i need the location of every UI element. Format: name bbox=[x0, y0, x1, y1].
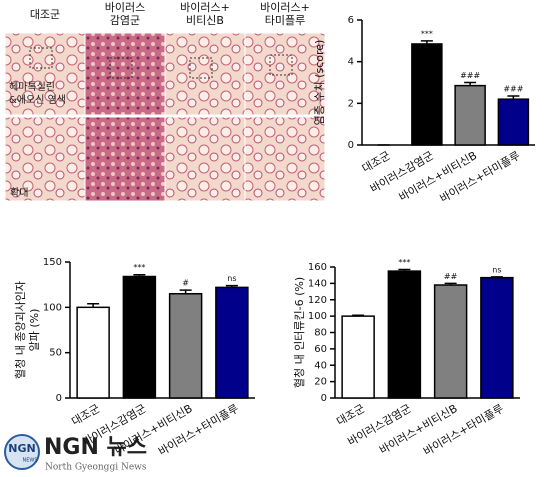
y-tick-label: 120 bbox=[308, 295, 327, 306]
significance-label: # bbox=[182, 279, 189, 288]
error-bar bbox=[507, 95, 520, 100]
stain-label: 헤마톡실린 &에오신 염색 bbox=[9, 81, 66, 106]
significance-label: *** bbox=[398, 258, 410, 267]
micrograph bbox=[164, 32, 246, 116]
y-tick-label: 4 bbox=[348, 57, 354, 68]
significance-label: ### bbox=[460, 71, 480, 80]
x-tick-label: 바이러스+타미플루 bbox=[421, 402, 506, 458]
micrograph bbox=[84, 116, 166, 202]
significance-label: *** bbox=[133, 263, 145, 272]
column-label: 바이러스+ 타미플루 bbox=[260, 1, 310, 27]
logo-mark-sub: NEWS bbox=[22, 458, 37, 464]
significance-label: ns bbox=[227, 274, 236, 283]
y-tick-label: 6 bbox=[348, 15, 354, 26]
error-bar bbox=[490, 276, 503, 278]
x-tick-label: 바이러스+비티신B bbox=[112, 402, 194, 457]
micrograph bbox=[4, 32, 86, 116]
y-axis-label: 혈청 내 인터류킨-6 (%) bbox=[292, 277, 306, 388]
y-axis-label: 염증 수치 (score) bbox=[313, 40, 326, 126]
error-bar bbox=[179, 289, 192, 294]
y-tick-label: 140 bbox=[308, 278, 327, 289]
micrograph bbox=[4, 116, 86, 202]
significance-label: ## bbox=[444, 272, 458, 281]
bar bbox=[433, 284, 468, 399]
x-tick-label: 대조군 bbox=[360, 149, 393, 175]
logo-name: NGN 뉴스 bbox=[44, 435, 147, 460]
bar bbox=[480, 276, 514, 399]
x-tick-label: 대조군 bbox=[334, 402, 367, 428]
micrographs bbox=[4, 32, 326, 202]
zoom-label: 확대 bbox=[10, 187, 28, 199]
y-tick-label: 100 bbox=[43, 302, 62, 313]
significance-label: *** bbox=[421, 29, 433, 38]
micrograph bbox=[164, 116, 246, 202]
micrograph bbox=[244, 116, 326, 202]
logo-mark: NGN bbox=[8, 442, 35, 455]
zoom-box bbox=[189, 57, 213, 79]
y-tick-label: 160 bbox=[308, 262, 327, 273]
column-label: 대조군 bbox=[30, 8, 60, 21]
y-axis-label: 알파 (%) bbox=[27, 309, 41, 352]
zoom-box bbox=[109, 57, 133, 79]
y-tick-label: 0 bbox=[56, 393, 62, 404]
y-tick-label: 150 bbox=[43, 257, 62, 268]
error-bar bbox=[352, 314, 365, 317]
y-axis-label: 혈청 내 종양괴사인자 bbox=[13, 281, 27, 379]
bar bbox=[387, 270, 422, 399]
y-tick-label: 60 bbox=[314, 344, 327, 355]
x-tick-label: 바이러스+비티신B bbox=[377, 402, 459, 457]
error-bar bbox=[444, 282, 457, 286]
error-bar bbox=[87, 302, 100, 308]
y-tick-label: 40 bbox=[314, 360, 327, 371]
significance-label: ns bbox=[492, 265, 501, 274]
error-bar bbox=[420, 40, 433, 44]
y-tick-label: 0 bbox=[348, 140, 354, 151]
x-tick-label: 바이러스+타미플루 bbox=[156, 402, 241, 458]
bar bbox=[122, 275, 157, 399]
bar bbox=[168, 292, 203, 399]
zoom-box bbox=[29, 47, 53, 69]
y-tick-label: 100 bbox=[308, 311, 327, 322]
x-tick-label: 바이러스+타미플루 bbox=[438, 149, 523, 205]
significance-label: ### bbox=[503, 85, 523, 94]
bar bbox=[341, 315, 375, 399]
micrograph bbox=[244, 32, 326, 116]
logo-subtitle: North Gyeonggi News bbox=[45, 463, 147, 473]
error-bar bbox=[133, 273, 146, 277]
logo: NGN NEWS NGN 뉴스 North Gyeonggi News bbox=[4, 434, 147, 473]
y-tick-label: 2 bbox=[348, 98, 354, 109]
micrograph bbox=[84, 32, 166, 116]
bar bbox=[411, 43, 443, 146]
bar bbox=[76, 306, 110, 399]
column-label: 바이러스 감염군 bbox=[105, 1, 145, 27]
y-tick-label: 50 bbox=[49, 348, 62, 359]
y-tick-label: 0 bbox=[321, 393, 327, 404]
zoom-box bbox=[269, 54, 293, 76]
logo-globe bbox=[4, 434, 40, 470]
column-label: 바이러스+ 비티신B bbox=[180, 1, 230, 27]
error-bar bbox=[225, 284, 238, 288]
error-bar bbox=[464, 81, 477, 86]
y-tick-label: 20 bbox=[314, 377, 327, 388]
bar bbox=[497, 98, 530, 146]
bar bbox=[215, 286, 249, 399]
x-tick-label: 대조군 bbox=[69, 402, 102, 428]
y-tick-label: 80 bbox=[314, 328, 327, 339]
bar bbox=[454, 84, 486, 146]
error-bar bbox=[398, 268, 411, 272]
